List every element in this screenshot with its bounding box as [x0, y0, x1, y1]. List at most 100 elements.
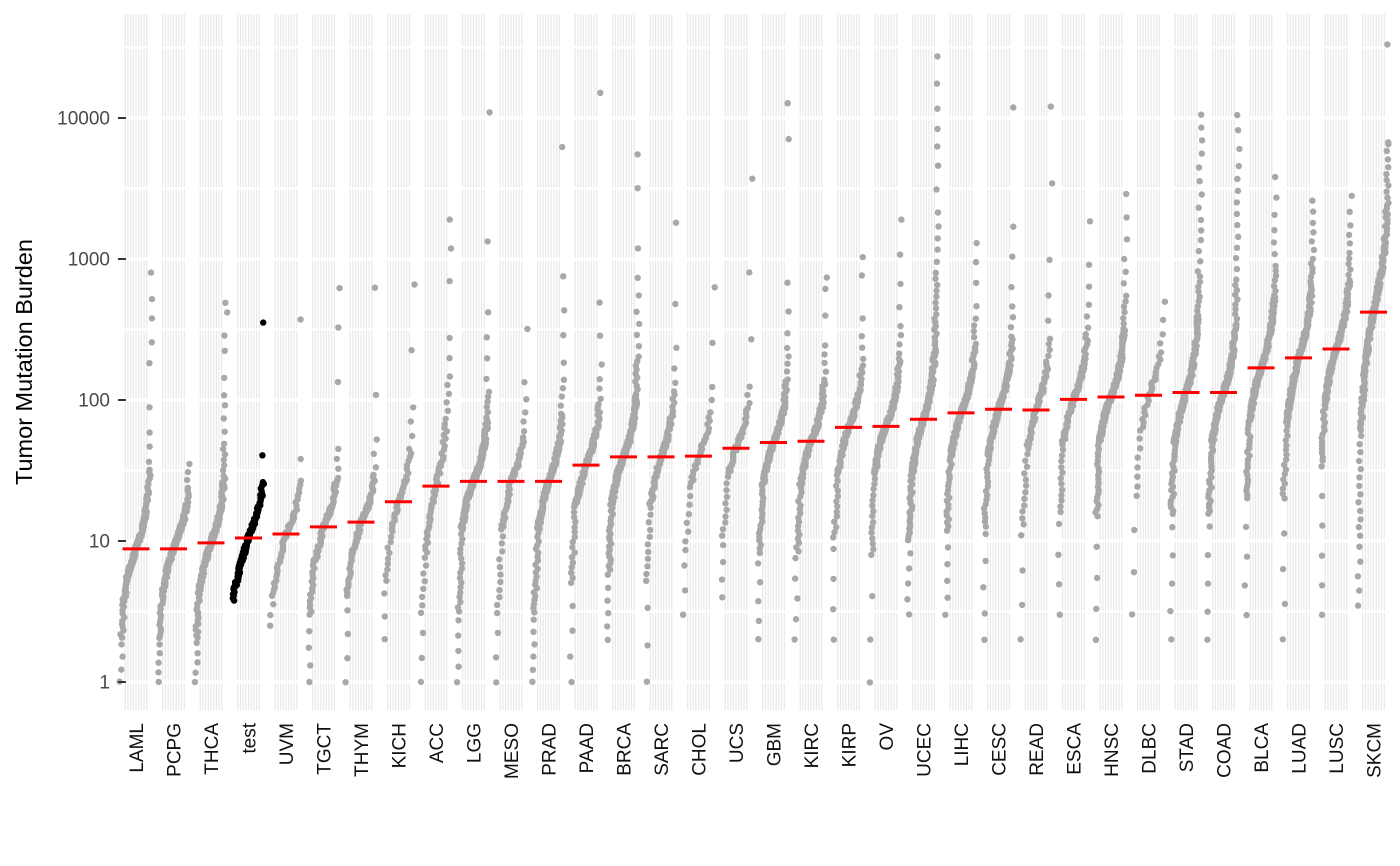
data-point	[455, 617, 462, 624]
data-point	[1045, 340, 1053, 348]
data-point	[644, 604, 651, 611]
data-point	[933, 287, 940, 295]
data-point	[388, 533, 395, 540]
data-point	[1017, 636, 1024, 643]
data-point	[1356, 474, 1363, 481]
data-point	[408, 347, 415, 354]
data-point	[446, 373, 454, 380]
data-point	[871, 480, 878, 488]
cohort-points-PCPG	[155, 460, 193, 686]
data-point	[333, 455, 341, 463]
data-point	[1206, 523, 1213, 530]
data-point	[422, 562, 430, 569]
data-point	[784, 279, 791, 286]
data-point	[1128, 611, 1136, 618]
data-point	[1272, 267, 1280, 275]
cohort-points-SKCM	[1354, 41, 1392, 609]
data-point	[934, 143, 941, 150]
data-point	[146, 429, 153, 436]
data-point	[496, 556, 503, 563]
data-point	[898, 216, 905, 223]
data-point	[336, 284, 343, 292]
data-point	[1346, 277, 1353, 284]
data-point	[421, 578, 428, 585]
data-point	[1083, 313, 1091, 320]
data-point	[683, 519, 690, 526]
data-point	[604, 636, 611, 644]
data-point	[634, 151, 641, 158]
data-point	[1194, 268, 1202, 275]
data-point	[723, 487, 730, 494]
data-point	[1084, 324, 1092, 331]
data-point	[183, 476, 191, 484]
data-point	[598, 361, 605, 368]
data-point	[679, 611, 687, 618]
data-point	[871, 475, 879, 482]
data-point	[933, 80, 941, 87]
data-point	[221, 451, 229, 458]
data-point	[1055, 551, 1062, 558]
data-point	[833, 524, 840, 531]
data-point	[932, 275, 939, 282]
data-point	[1348, 192, 1355, 199]
data-point	[859, 362, 867, 369]
data-point	[442, 415, 449, 423]
data-point	[604, 584, 612, 591]
data-point	[1085, 283, 1093, 290]
data-point	[1092, 636, 1100, 643]
data-point	[897, 322, 904, 330]
data-point	[184, 468, 192, 476]
data-point	[834, 503, 841, 510]
data-point	[670, 388, 678, 395]
data-point	[560, 273, 567, 280]
data-point	[686, 501, 693, 508]
data-point	[1059, 446, 1067, 453]
data-point	[222, 299, 229, 306]
data-point	[1318, 492, 1326, 500]
data-point	[184, 484, 192, 491]
cohort-points-DLBC	[1128, 298, 1169, 618]
data-point	[493, 601, 501, 609]
data-point	[723, 480, 730, 487]
data-point	[980, 584, 987, 591]
data-point	[384, 555, 392, 562]
data-point	[784, 360, 791, 367]
data-point	[831, 518, 838, 525]
data-point	[1345, 231, 1353, 239]
data-point	[934, 209, 942, 216]
data-point	[858, 272, 866, 279]
data-point	[635, 343, 643, 350]
data-point	[1308, 238, 1316, 245]
data-point	[146, 404, 153, 411]
data-point	[1280, 461, 1288, 469]
data-point	[1273, 194, 1280, 201]
data-point	[1283, 442, 1290, 449]
data-point	[496, 563, 504, 571]
data-point	[370, 450, 377, 457]
data-point	[1233, 265, 1241, 273]
data-point	[1198, 191, 1205, 198]
data-point	[934, 125, 941, 133]
data-point	[344, 630, 351, 638]
data-point	[1136, 445, 1144, 452]
data-point	[1204, 636, 1211, 643]
data-point	[381, 613, 388, 620]
data-point	[496, 594, 503, 601]
data-point	[636, 320, 643, 328]
data-point	[497, 578, 504, 586]
data-point	[784, 376, 791, 383]
data-point	[441, 421, 448, 428]
cohort-points-COAD	[1204, 111, 1243, 643]
data-point	[486, 109, 493, 116]
data-point	[830, 606, 837, 613]
data-point	[1354, 573, 1362, 580]
data-point	[483, 334, 490, 341]
data-point	[792, 575, 799, 582]
data-point	[1355, 457, 1363, 465]
data-point	[1280, 476, 1287, 483]
data-point	[932, 269, 939, 276]
data-point	[597, 89, 604, 97]
data-point	[1130, 569, 1138, 576]
data-point	[1120, 315, 1127, 322]
